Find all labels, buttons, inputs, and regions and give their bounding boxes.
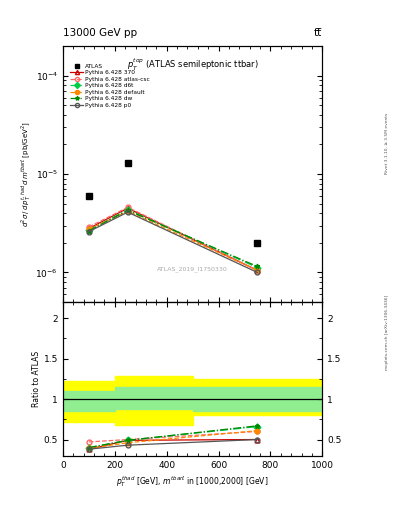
X-axis label: $p_T^{thad}$ [GeV], $m^{tbar\ell}$ in [1000,2000] [GeV]: $p_T^{thad}$ [GeV], $m^{tbar\ell}$ in [1… (116, 474, 269, 488)
Line: ATLAS: ATLAS (86, 160, 261, 246)
ATLAS (125, 160, 130, 166)
Text: $p_T^{top}$ (ATLAS semileptonic ttbar): $p_T^{top}$ (ATLAS semileptonic ttbar) (127, 56, 259, 73)
Text: 13000 GeV pp: 13000 GeV pp (63, 28, 137, 38)
Y-axis label: $d^2\sigma\,/\,d\,p_T^{t,had}\,d\,m^{tbar\ell}$ [pb/GeV$^2$]: $d^2\sigma\,/\,d\,p_T^{t,had}\,d\,m^{tba… (19, 121, 33, 227)
Text: mcplots.cern.ch [arXiv:1306.3436]: mcplots.cern.ch [arXiv:1306.3436] (385, 295, 389, 370)
ATLAS (255, 240, 260, 246)
Text: ATLAS_2019_I1750330: ATLAS_2019_I1750330 (157, 266, 228, 272)
Text: tt̅: tt̅ (314, 28, 322, 38)
Legend: ATLAS, Pythia 6.428 370, Pythia 6.428 atlas-csc, Pythia 6.428 d6t, Pythia 6.428 : ATLAS, Pythia 6.428 370, Pythia 6.428 at… (68, 61, 152, 110)
Text: Rivet 3.1.10, ≥ 3.5M events: Rivet 3.1.10, ≥ 3.5M events (385, 113, 389, 174)
ATLAS (86, 193, 91, 199)
Y-axis label: Ratio to ATLAS: Ratio to ATLAS (32, 351, 41, 407)
